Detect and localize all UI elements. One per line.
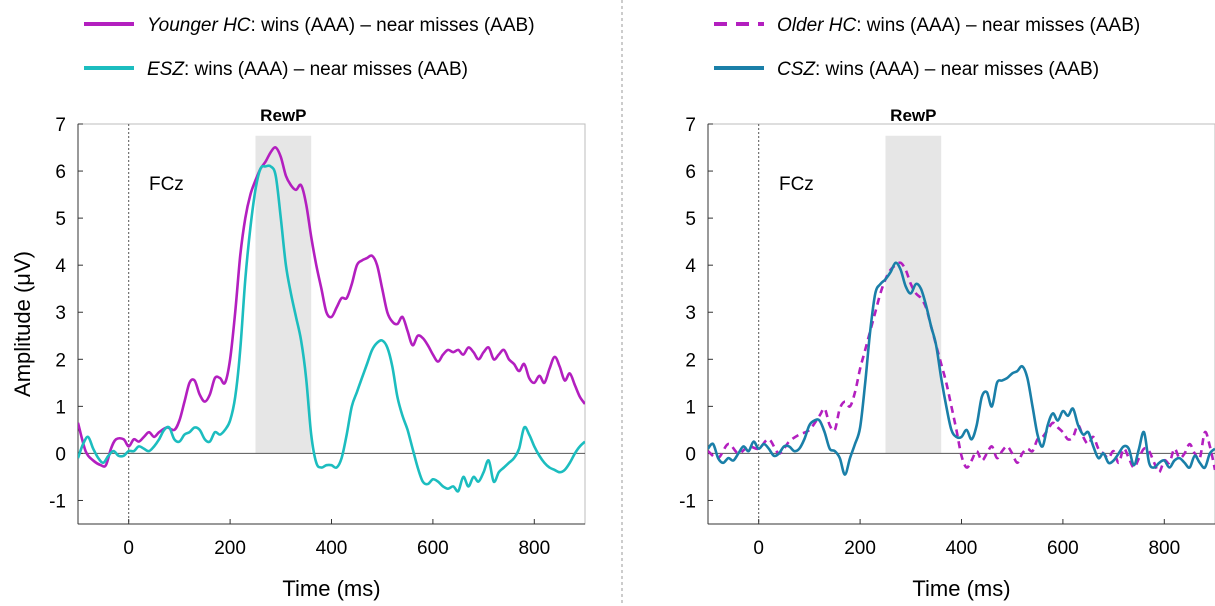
channel-label: FCz <box>149 174 184 195</box>
y-tick-label: 7 <box>685 115 696 136</box>
legend-label-rest-0: : wins (AAA) – near misses (AAB) <box>251 15 535 36</box>
chart-right-panel: RewP FCz -1 0 1 2 3 4 5 6 7 0 200 400 600 800 Time (ms) O… <box>679 15 1215 601</box>
rewp-window-label: RewP <box>890 106 936 125</box>
x-axis-label: Time (ms) <box>282 576 380 601</box>
series-line-0 <box>78 146 585 468</box>
x-axis-label: Time (ms) <box>912 576 1010 601</box>
y-tick-label: 0 <box>55 444 66 465</box>
x-tick-label: 200 <box>214 538 246 559</box>
x-tick-label: 800 <box>518 538 550 559</box>
legend-label-1: CSZ: wins (AAA) – near misses (AAB) <box>777 59 1099 80</box>
y-tick-label: 5 <box>55 209 66 230</box>
legend-label-italic-0: Older HC <box>777 15 856 36</box>
y-tick-label: 0 <box>685 444 696 465</box>
x-tick-label: 400 <box>946 538 978 559</box>
y-tick-label: 1 <box>685 397 696 418</box>
y-tick-label: 1 <box>55 397 66 418</box>
x-tick-label: 0 <box>753 538 764 559</box>
series-line-0 <box>708 261 1215 474</box>
series-line-1 <box>78 164 585 493</box>
y-tick-label: 6 <box>685 162 696 183</box>
legend-label-1: ESZ: wins (AAA) – near misses (AAB) <box>147 59 468 80</box>
x-tick-label: 0 <box>123 538 134 559</box>
y-tick-label: 3 <box>55 303 66 324</box>
legend-label-italic-1: CSZ <box>777 59 816 80</box>
y-tick-label: -1 <box>679 491 696 512</box>
y-axis-label: Amplitude (μV) <box>10 251 35 397</box>
legend-label-rest-1: : wins (AAA) – near misses (AAB) <box>815 59 1099 80</box>
y-tick-label: 3 <box>685 303 696 324</box>
y-tick-label: 2 <box>685 350 696 371</box>
chart-left-panel: RewP FCz -1 0 1 2 3 4 5 6 7 0 200 400 600 800 Time (ms) A… <box>10 15 586 601</box>
legend-label-rest-0: : wins (AAA) – near misses (AAB) <box>856 15 1140 36</box>
rewp-window-shading <box>255 135 312 454</box>
x-tick-label: 600 <box>1047 538 1079 559</box>
legend-label-italic-0: Younger HC <box>147 15 251 36</box>
legend-label-0: Younger HC: wins (AAA) – near misses (AA… <box>147 15 535 36</box>
x-tick-label: 800 <box>1148 538 1180 559</box>
rewp-window-label: RewP <box>260 106 306 125</box>
y-tick-label: 2 <box>55 350 66 371</box>
rewp-window-shading <box>885 135 942 454</box>
y-tick-label: 6 <box>55 162 66 183</box>
x-tick-label: 400 <box>316 538 348 559</box>
channel-label: FCz <box>779 174 814 195</box>
legend-label-rest-1: : wins (AAA) – near misses (AAB) <box>184 59 468 80</box>
y-tick-label: 7 <box>55 115 66 136</box>
legend-label-italic-1: ESZ <box>147 59 185 80</box>
y-tick-label: 4 <box>685 256 696 277</box>
y-tick-label: -1 <box>49 491 66 512</box>
legend-label-0: Older HC: wins (AAA) – near misses (AAB) <box>777 15 1140 36</box>
y-tick-label: 4 <box>55 256 66 277</box>
series-line-1 <box>708 261 1215 476</box>
x-tick-label: 600 <box>417 538 449 559</box>
y-tick-label: 5 <box>685 209 696 230</box>
x-tick-label: 200 <box>844 538 876 559</box>
